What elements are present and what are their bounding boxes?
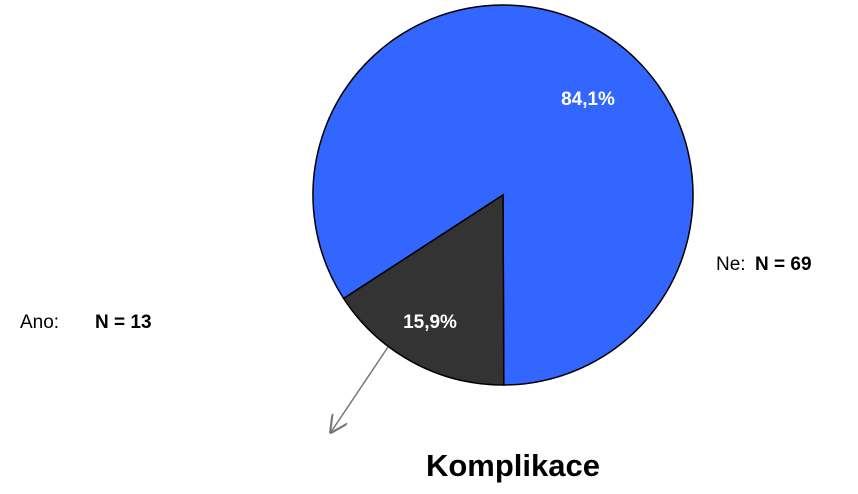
category-label: Ne: bbox=[716, 254, 746, 275]
slices bbox=[312, 4, 694, 386]
category-label: Ano: bbox=[20, 312, 59, 333]
pie-slice bbox=[342, 193, 505, 386]
chart-title: Komplikace bbox=[426, 448, 600, 483]
slice-label: 84,1% bbox=[561, 89, 615, 110]
pointer-arrow bbox=[331, 346, 389, 432]
count-label: N = 13 bbox=[95, 312, 152, 333]
count-label: N = 69 bbox=[755, 254, 812, 275]
slice-label: 15,9% bbox=[403, 312, 457, 333]
